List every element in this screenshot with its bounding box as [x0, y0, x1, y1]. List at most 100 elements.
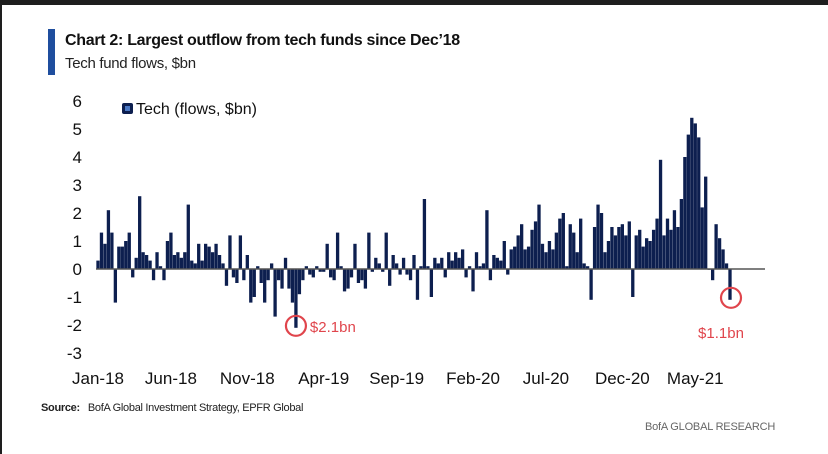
y-tick-label: 2: [73, 204, 82, 223]
bar: [575, 252, 579, 269]
bar: [665, 218, 670, 269]
bar: [193, 263, 197, 269]
bar: [683, 157, 687, 269]
bar: [506, 269, 510, 275]
bar: [110, 232, 114, 269]
bar: [679, 199, 684, 269]
x-tick-label: Jan-18: [72, 369, 124, 388]
bar: [651, 229, 656, 269]
bar: [478, 266, 482, 269]
bar: [176, 252, 180, 269]
bar: [613, 235, 618, 269]
bar: [408, 269, 413, 281]
bar: [183, 252, 187, 269]
bar: [530, 229, 534, 269]
bar: [526, 246, 531, 269]
bar: [454, 252, 458, 269]
bar: [610, 227, 614, 269]
bar: [315, 266, 319, 269]
bar: [589, 269, 593, 300]
bar: [117, 246, 121, 269]
bar: [158, 266, 163, 269]
bar: [200, 260, 204, 269]
bar: [190, 260, 194, 269]
bar: [245, 255, 249, 269]
bar: [582, 263, 586, 269]
y-axis: 6 5 4 3 2 1 0 -1 -2 -3: [67, 92, 82, 363]
bar: [412, 255, 416, 269]
bar: [204, 243, 208, 269]
bar: [325, 243, 329, 269]
bar: [561, 213, 565, 269]
bar: [99, 232, 104, 269]
annotations: $2.1bn $1.1bn: [284, 286, 744, 342]
x-tick-label: Apr-19: [298, 369, 349, 388]
bar: [520, 224, 524, 269]
source-label: Source:: [41, 402, 80, 414]
bar: [301, 269, 305, 281]
bar: [460, 249, 465, 269]
y-tick-label: 1: [73, 232, 82, 251]
bar: [297, 269, 302, 295]
bar: [481, 263, 486, 269]
bar: [148, 260, 152, 269]
annotation-circle: [719, 286, 743, 309]
bar: [280, 269, 284, 289]
bar: [238, 235, 243, 269]
x-tick-label: May-21: [667, 369, 724, 388]
bar: [179, 257, 183, 269]
bar: [540, 243, 545, 269]
bar: [450, 260, 454, 269]
bar: [127, 232, 131, 269]
x-tick-label: Jul-20: [523, 369, 569, 388]
bar: [624, 235, 628, 269]
bar: [585, 266, 590, 269]
bar: [724, 263, 729, 269]
bar: [360, 269, 364, 281]
bar: [391, 255, 395, 269]
title-accent-bar: [48, 29, 55, 75]
bar: [342, 269, 347, 292]
annotation-label: $1.1bn: [698, 325, 744, 342]
bar: [714, 224, 718, 269]
bar: [568, 224, 572, 269]
bar: [141, 252, 145, 269]
bar: [669, 229, 673, 269]
bar: [224, 269, 229, 286]
bar: [197, 243, 201, 269]
bar: [388, 269, 392, 286]
bar: [672, 210, 677, 269]
bar: [700, 207, 704, 269]
y-tick-label: 3: [73, 176, 82, 195]
bar: [710, 269, 715, 281]
bar: [457, 257, 461, 269]
bar: [655, 218, 659, 269]
x-tick-label: Sep-19: [369, 369, 424, 388]
annotation-label: $2.1bn: [310, 319, 356, 336]
bar: [658, 159, 663, 269]
bar: [346, 269, 350, 289]
bar: [363, 269, 368, 289]
bar: [144, 255, 149, 269]
legend-label: Tech (flows, $bn): [136, 101, 257, 118]
bar: [641, 246, 645, 269]
bar: [256, 266, 260, 269]
bar: [134, 257, 138, 269]
bar: [106, 210, 111, 269]
bar: [384, 232, 388, 269]
bar: [186, 204, 190, 269]
bar: [662, 235, 666, 269]
brand-label: BofA GLOBAL RESEARCH: [645, 421, 776, 433]
bar: [377, 263, 381, 269]
bar: [436, 263, 440, 269]
bar: [554, 232, 559, 269]
bar: [120, 246, 124, 269]
annotation-circle: [284, 314, 308, 337]
bar: [207, 246, 211, 269]
bar: [353, 243, 357, 269]
bar: [259, 269, 263, 283]
bar: [620, 224, 624, 269]
bar: [214, 243, 218, 269]
y-tick-label: 4: [73, 148, 82, 167]
